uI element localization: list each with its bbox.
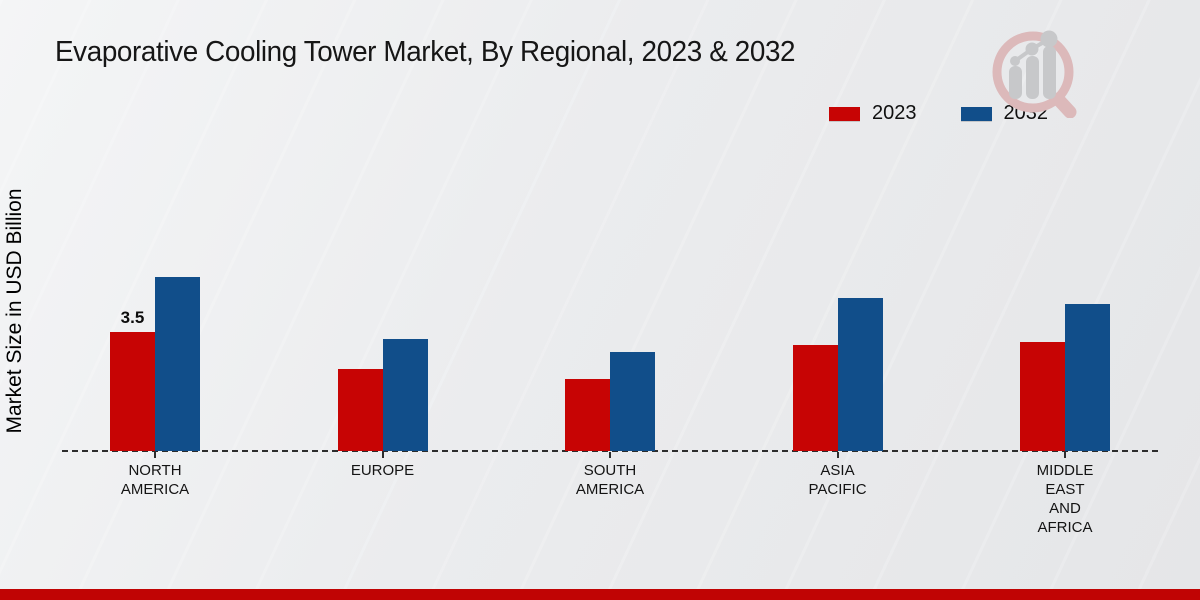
legend-label-2023: 2023: [872, 102, 917, 124]
axis-tick-south-america: [609, 452, 611, 458]
bar-2023-middle-east-and-africa: [1020, 341, 1065, 451]
category-label-middle-east-and-africa: MIDDLE EAST AND AFRICA: [1036, 462, 1094, 536]
bar-2032-asia-pacific: [837, 297, 883, 451]
bar-2023-asia-pacific: [792, 345, 838, 451]
legend-item-2023: 2023: [829, 102, 917, 125]
bar-2023-north-america: [110, 331, 155, 451]
category-label-asia-pacific: ASIA PACIFIC: [808, 462, 867, 498]
category-label-south-america: SOUTH AMERICA: [575, 462, 645, 498]
bar-2023-europe: [337, 369, 383, 451]
x-axis-baseline: [62, 450, 1158, 452]
axis-tick-europe: [381, 452, 384, 458]
magnifier-icon: [992, 31, 1077, 118]
chart-title: Evaporative Cooling Tower Market, By Reg…: [55, 36, 796, 68]
footer-accent-bar: [0, 589, 1200, 600]
axis-tick-asia-pacific: [836, 452, 839, 458]
legend-swatch-2032: [960, 106, 992, 121]
legend-swatch-2023: [829, 106, 860, 121]
growth-bars-icon: [1009, 30, 1058, 99]
bar-2032-north-america: [155, 277, 200, 451]
bar-2032-europe: [382, 338, 428, 451]
magnifier-growth-chart-logo: [992, 30, 1077, 118]
category-label-europe: EUROPE: [350, 462, 415, 479]
value-label-2023-north-america: 3.5: [120, 308, 145, 327]
axis-tick-north-america: [154, 452, 156, 458]
bar-2032-south-america: [610, 352, 655, 451]
bar-2032-middle-east-and-africa: [1065, 304, 1110, 451]
axis-tick-middle-east-and-africa: [1064, 452, 1066, 458]
category-label-north-america: NORTH AMERICA: [120, 462, 190, 498]
bar-2023-south-america: [565, 379, 610, 451]
